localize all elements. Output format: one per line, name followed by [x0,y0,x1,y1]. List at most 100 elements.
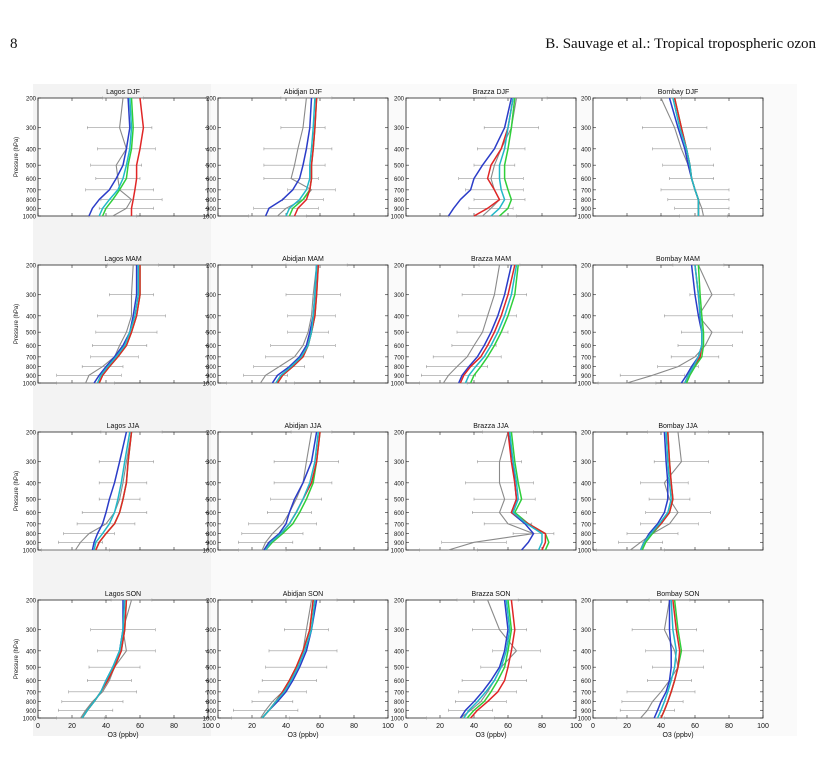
y-tick-label: 300 [581,628,592,634]
x-tick-label: 100 [570,723,582,730]
panel-bombay-djf: Bombay DJF 200 300 400 500 600 700 800 900 1000 [578,89,764,221]
y-tick-label: 900 [581,709,592,715]
y-tick-label: 400 [206,649,217,655]
y-tick-label: 800 [206,365,217,371]
cyan-profile-line [508,431,543,551]
y-tick-label: 400 [26,314,37,320]
y-tick-label: 200 [26,599,37,605]
panel-title: Abidjan MAM [282,256,324,263]
y-tick-label: 300 [394,628,405,634]
y-tick-label: 1000 [203,215,217,221]
y-tick-label: 1000 [391,382,405,388]
y-tick-label: 300 [581,460,592,466]
y-tick-label: 300 [206,126,217,132]
y-tick-label: 900 [394,709,405,715]
y-tick-label: 1000 [23,215,37,221]
x-tick-label: 20 [436,723,444,730]
y-tick-label: 300 [394,293,405,299]
plot-frame [405,97,577,217]
panel-title: Lagos DJF [106,89,140,96]
y-tick-label: 800 [581,700,592,706]
y-tick-label: 400 [581,481,592,487]
x-tick-label: 40 [102,723,110,730]
y-tick-label: 900 [206,374,217,380]
green-profile-line [466,599,513,719]
x-tick-label: 0 [216,723,220,730]
x-tick-label: 80 [350,723,358,730]
y-tick-label: 900 [581,541,592,547]
y-tick-label: 500 [581,498,592,504]
x-tick-label: 60 [316,723,324,730]
panel-title: Brazza MAM [471,256,511,263]
y-tick-label: 900 [581,207,592,213]
y-tick-label: 500 [26,164,37,170]
page-number: 8 [10,36,18,52]
cyan-profile-line [639,431,672,551]
plot-frame [37,97,209,217]
y-tick-label: 600 [394,679,405,685]
x-tick-label: 100 [202,723,214,730]
cyan-profile-line [275,264,318,384]
y-tick-label: 500 [581,666,592,672]
y-tick-label: 700 [581,690,592,696]
y-tick-label: 200 [206,431,217,437]
red-profile-line [660,599,681,719]
y-tick-label: 900 [581,374,592,380]
y-tick-label: 300 [26,293,37,299]
panel-title: Lagos MAM [104,256,142,263]
y-tick-label: 400 [206,314,217,320]
y-tick-label: 300 [581,293,592,299]
green-profile-line [469,264,519,384]
y-tick-label: 1000 [391,215,405,221]
y-tick-label: 300 [206,293,217,299]
green-profile-line [685,264,705,384]
y-tick-label: 200 [26,264,37,270]
blue-profile-line [263,431,318,551]
x-tick-label: 60 [504,723,512,730]
x-tick-label: 40 [470,723,478,730]
y-tick-label: 1000 [203,382,217,388]
y-tick-label: 1000 [391,549,405,555]
y-tick-label: 500 [206,331,217,337]
panel-title: Bombay SON [657,591,700,598]
x-tick-label: 40 [282,723,290,730]
cyan-profile-line [93,431,131,551]
y-tick-label: 1000 [203,717,217,723]
x-tick-label: 20 [623,723,631,730]
y-tick-label: 200 [394,97,405,103]
y-tick-label: 300 [394,126,405,132]
y-tick-label: 400 [581,147,592,153]
green-profile-line [510,431,550,551]
y-tick-label: 200 [581,97,592,103]
red-profile-line [473,97,514,217]
cyan-profile-line [81,599,126,719]
y-tick-label: 800 [581,365,592,371]
panel-title: Abidjan DJF [284,89,322,96]
y-tick-label: 300 [26,460,37,466]
y-tick-label: 800 [206,532,217,538]
red-profile-line [98,265,141,384]
panel-abidjan-mam: Abidjan MAM 200 300 400 500 600 700 800 900 1000 [203,256,389,388]
y-tick-label: 700 [26,522,37,528]
y-tick-label: 500 [26,498,37,504]
cyan-profile-line [672,97,700,216]
y-tick-label: 600 [206,511,217,517]
y-tick-label: 700 [26,355,37,361]
blue-profile-line [459,599,509,719]
y-tick-label: 200 [26,97,37,103]
obs-profile-line [85,264,134,384]
y-tick-label: 200 [206,599,217,605]
y-tick-label: 1000 [23,382,37,388]
y-tick-label: 600 [581,511,592,517]
y-tick-label: 400 [26,147,37,153]
red-profile-line [470,599,516,719]
cyan-profile-line [261,599,316,719]
y-axis-label: Pressure (hPa) [14,471,20,511]
y-tick-label: 700 [581,188,592,194]
panel-lagos-mam: Lagos MAM 200 300 400 500 600 700 800 900 1000 Pre… [14,256,209,388]
plot-frame [217,431,389,551]
x-tick-label: 60 [136,723,144,730]
y-tick-label: 500 [26,331,37,337]
y-tick-label: 500 [394,164,405,170]
